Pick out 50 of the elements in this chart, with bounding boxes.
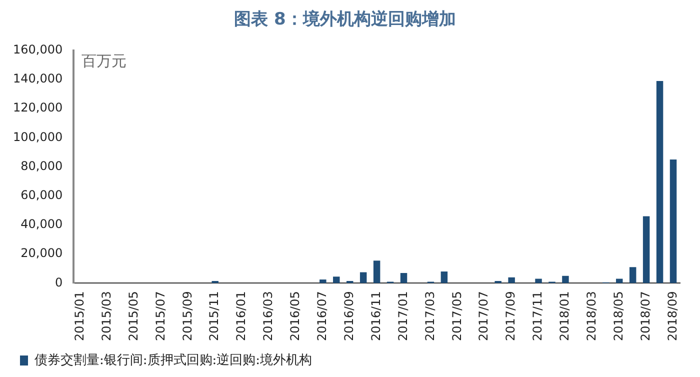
y-tick-label: 0 <box>54 275 63 290</box>
x-tick-label: 2015/03 <box>99 291 114 342</box>
y-tick-label: 80,000 <box>20 158 63 173</box>
x-tick-label: 2018/07 <box>638 291 652 342</box>
y-tick-label: 20,000 <box>20 246 63 260</box>
bar <box>642 216 650 284</box>
x-tick-label: 2016/09 <box>342 291 356 342</box>
bar <box>333 276 340 284</box>
y-tick-label: 60,000 <box>20 188 63 202</box>
x-tick-label: 2017/11 <box>530 291 545 342</box>
y-tick-label: 160,000 <box>13 42 63 57</box>
x-tick-label: 2016/01 <box>234 291 248 342</box>
bar <box>400 272 408 284</box>
bar <box>440 272 448 284</box>
x-tick-label: 2018/05 <box>611 291 626 342</box>
bar <box>508 277 515 284</box>
x-tick-label: 2015/05 <box>126 291 140 342</box>
bar <box>535 278 542 284</box>
x-tick-label: 2017/05 <box>450 291 464 342</box>
legend-label: 债券交割量:银行间:质押式回购:逆回购:境外机构 <box>34 352 312 368</box>
y-tick-label: 100,000 <box>13 130 63 144</box>
bar <box>360 272 367 284</box>
annotation: 百万元 <box>82 52 127 70</box>
x-tick-label: 2018/03 <box>584 291 599 342</box>
x-tick-label: 2017/07 <box>476 291 491 342</box>
chart-title: 图表 8：境外机构逆回购增加 <box>234 10 456 30</box>
y-tick-label: 40,000 <box>20 217 63 232</box>
bar <box>629 267 636 284</box>
bar <box>212 280 218 284</box>
y-tick-label: 140,000 <box>13 72 63 86</box>
x-tick-label: 2018/09 <box>665 291 680 342</box>
x-tick-label: 2018/01 <box>558 291 572 342</box>
x-tick-label: 2017/03 <box>422 291 437 342</box>
bar <box>670 160 677 284</box>
bar <box>562 276 569 284</box>
x-tick-label: 2017/01 <box>396 291 410 342</box>
bar <box>320 280 326 284</box>
x-tick-label: 2015/09 <box>180 291 194 342</box>
x-tick-label: 2015/01 <box>72 291 86 342</box>
x-tick-label: 2016/05 <box>288 291 302 342</box>
x-tick-label: 2015/07 <box>153 291 168 342</box>
x-tick-label: 2015/11 <box>207 291 222 342</box>
bar <box>656 80 664 284</box>
bar <box>494 280 502 284</box>
x-tick-label: 2017/09 <box>504 291 518 342</box>
y-tick-label: 120,000 <box>13 100 63 115</box>
x-tick-label: 2016/07 <box>315 291 330 342</box>
bar <box>373 260 380 284</box>
x-tick-label: 2016/11 <box>368 291 383 342</box>
x-tick-label: 2016/03 <box>261 291 276 342</box>
